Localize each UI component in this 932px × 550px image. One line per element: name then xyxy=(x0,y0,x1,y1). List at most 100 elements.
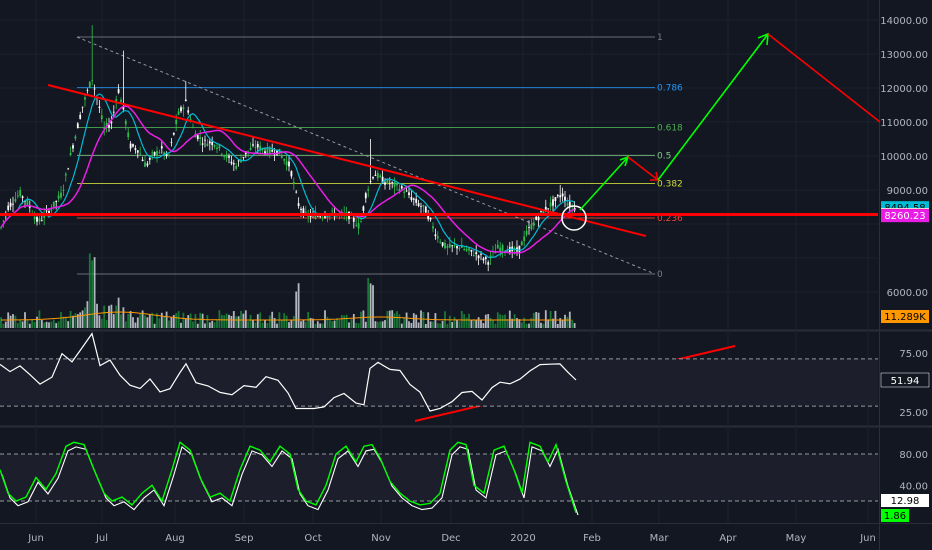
rsi-line xyxy=(0,332,577,412)
candle-body xyxy=(436,236,439,239)
candle-body xyxy=(55,200,58,203)
volume-bar xyxy=(415,314,418,328)
candle-body xyxy=(535,216,538,220)
volume-bar xyxy=(194,313,197,328)
stoch-tag-bg xyxy=(881,494,929,507)
volume-bar xyxy=(261,322,264,328)
volume-bar xyxy=(244,310,247,328)
volume-bar xyxy=(453,317,456,328)
candle-body xyxy=(283,158,286,161)
volume-bar xyxy=(141,310,144,328)
volume-bar xyxy=(146,317,149,328)
candle-body xyxy=(223,155,226,157)
volume-bar xyxy=(110,304,113,328)
candle-body xyxy=(14,199,17,202)
volume-bar xyxy=(571,319,574,328)
stoch-k-line xyxy=(0,441,577,514)
volume-bar xyxy=(19,320,22,328)
fibonacci-retracement[interactable]: 1 0.786 0.618 0.5 0.382 0.236 0 xyxy=(76,33,683,280)
volume-bar xyxy=(391,310,394,328)
candle-body xyxy=(429,217,432,220)
time-tick-label: 2020 xyxy=(510,533,535,544)
volume-bar xyxy=(547,319,550,328)
candle-body xyxy=(568,201,571,208)
candle-body xyxy=(417,203,420,206)
volume-bar xyxy=(4,321,7,328)
stoch-tick-label: 40.00 xyxy=(899,481,928,492)
price-tick-label: 11000.00 xyxy=(880,118,928,129)
volume-bar xyxy=(134,322,137,328)
volume-bar xyxy=(295,291,298,328)
volume-bar xyxy=(328,318,331,328)
volume-bar xyxy=(60,312,62,328)
volume-bar xyxy=(16,323,19,328)
volume-bar xyxy=(417,322,420,328)
candle-body xyxy=(2,220,5,222)
candle-body xyxy=(403,191,406,193)
candle-body xyxy=(319,216,322,218)
time-axis[interactable]: Jun Jul Aug Sep Oct Nov Dec 2020 Feb Mar Apr May Jun xyxy=(27,533,876,544)
volume-bar xyxy=(374,321,377,328)
fib-trend-line xyxy=(76,36,656,275)
candle-body xyxy=(412,198,415,200)
candle-body xyxy=(427,213,430,220)
volume-bar xyxy=(319,323,322,328)
candle-body xyxy=(499,247,502,252)
volume-bar xyxy=(523,317,526,328)
candle-body xyxy=(45,210,48,212)
volume-bar xyxy=(388,310,391,328)
fib-level-label: 0.618 xyxy=(657,123,683,133)
moving-averages xyxy=(0,93,575,259)
candle-body xyxy=(52,201,55,207)
volume-bar xyxy=(285,315,288,328)
volume-bar xyxy=(429,321,432,328)
candle-body xyxy=(458,247,461,249)
candle-body xyxy=(530,224,533,230)
volume-bar xyxy=(132,317,134,328)
volume-bar xyxy=(477,317,480,328)
price-axis[interactable]: 14000.00 13000.00 12000.00 11000.00 10000.00… xyxy=(880,16,930,522)
candle-body xyxy=(110,121,113,124)
candle-body xyxy=(324,215,326,218)
candle-body xyxy=(187,110,190,113)
candle-body xyxy=(33,216,36,220)
candle-body xyxy=(175,119,178,125)
volume-bar xyxy=(26,320,29,328)
candle-body xyxy=(122,105,125,110)
volume-bar xyxy=(192,321,194,328)
projection-down-1 xyxy=(627,156,659,181)
candle-body xyxy=(91,80,94,81)
volume-bar xyxy=(362,310,365,328)
volume-bar xyxy=(343,315,346,328)
candle-body xyxy=(144,162,146,167)
volume-bar xyxy=(40,320,43,328)
volume-bar xyxy=(156,313,158,328)
volume-bar xyxy=(266,323,269,328)
volume-bar xyxy=(76,314,79,328)
candle-body xyxy=(172,132,175,135)
volume-bar xyxy=(81,310,84,328)
volume-bar xyxy=(475,319,478,328)
volume-bar xyxy=(33,321,36,328)
volume-bar xyxy=(564,314,566,328)
candle-body xyxy=(86,90,89,92)
volume-tag-value: 11.289K xyxy=(884,312,926,323)
volume-bar xyxy=(256,314,259,328)
candle-body xyxy=(525,230,528,235)
price-tag-bg xyxy=(881,209,929,223)
volume-bar xyxy=(144,315,146,328)
volume-bar xyxy=(204,323,206,328)
time-tick-label: Oct xyxy=(304,533,321,544)
candle-body xyxy=(309,215,312,218)
candle-body xyxy=(386,179,389,184)
candle-body xyxy=(456,246,458,249)
time-tick-label: Jul xyxy=(95,533,108,544)
volume-bar xyxy=(163,316,166,328)
fib-level-label: 0.236 xyxy=(657,214,683,224)
candle-body xyxy=(57,195,60,199)
candle-body xyxy=(424,206,427,213)
candle-body xyxy=(302,208,305,216)
price-tick-label: 6000.00 xyxy=(887,288,928,299)
candle-body xyxy=(518,245,521,252)
